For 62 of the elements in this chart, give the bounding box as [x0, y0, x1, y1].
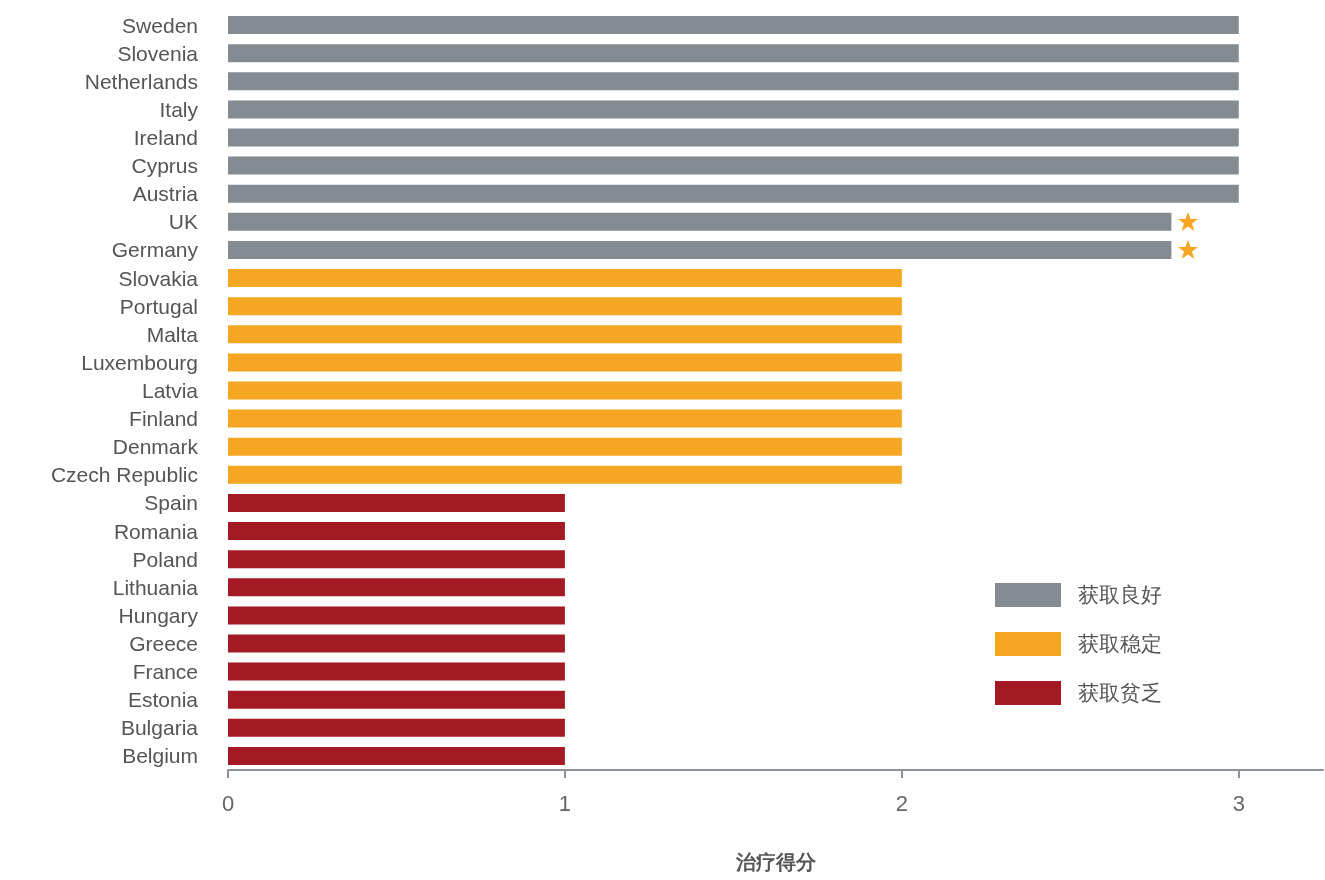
y-tick-label: Estonia [127, 688, 199, 712]
bar [228, 409, 902, 428]
bar [228, 240, 1172, 259]
y-tick-label: Austria [132, 182, 199, 206]
bar [228, 465, 902, 484]
bar [228, 746, 565, 765]
bar [228, 578, 565, 597]
bar [228, 44, 1239, 63]
y-tick-label: Slovenia [117, 41, 199, 65]
bar [228, 128, 1239, 147]
x-tick-label: 1 [558, 790, 572, 816]
legend-label: 获取良好 [1078, 583, 1162, 607]
bar [228, 381, 902, 400]
bar [228, 184, 1239, 203]
y-tick-label: Portugal [119, 294, 198, 318]
bar [228, 690, 565, 709]
bar [228, 16, 1239, 35]
y-tick-label: Denmark [112, 435, 199, 459]
y-tick-label: Bulgaria [120, 716, 199, 740]
bar [228, 634, 565, 653]
y-tick-label: Poland [132, 547, 198, 571]
y-tick-label: France [132, 660, 198, 684]
y-tick-label: Netherlands [84, 69, 198, 93]
bar [228, 325, 902, 344]
legend-label: 获取贫乏 [1078, 681, 1162, 705]
y-tick-label: Malta [146, 322, 199, 346]
x-axis-title: 治疗得分 [734, 850, 817, 874]
y-tick-label: UK [168, 210, 198, 234]
bar [228, 269, 902, 288]
y-tick-label: Lithuania [112, 575, 199, 599]
y-tick-label: Germany [111, 238, 199, 262]
x-tick-label: 3 [1232, 790, 1245, 816]
bar [228, 662, 565, 681]
y-tick-label: Romania [113, 519, 199, 543]
bar [228, 718, 565, 737]
bar [228, 550, 565, 569]
bar [228, 353, 902, 372]
y-tick-label: Cyprus [131, 154, 198, 178]
x-tick-label: 2 [895, 790, 908, 816]
y-tick-label: Italy [159, 97, 199, 121]
y-tick-label: Latvia [141, 379, 199, 402]
legend-label: 获取稳定 [1078, 632, 1162, 656]
bar [228, 297, 902, 316]
y-tick-label: Ireland [133, 126, 198, 149]
bar [228, 522, 565, 541]
y-tick-label: Spain [144, 491, 198, 515]
bar [228, 72, 1239, 91]
y-tick-label: Belgium [122, 744, 198, 768]
y-tick-label: Greece [129, 632, 198, 655]
y-tick-label: Finland [129, 407, 198, 431]
bar [228, 212, 1172, 231]
y-tick-label: Slovakia [118, 266, 199, 290]
bar [228, 493, 565, 512]
bar [228, 156, 1239, 175]
x-tick-label: 0 [221, 790, 235, 816]
bar [228, 606, 565, 625]
y-tick-label: Czech Republic [50, 463, 198, 487]
y-tick-label: Sweden [122, 13, 198, 37]
bar [228, 437, 902, 456]
bar [228, 100, 1239, 119]
y-tick-label: Luxembourg [81, 350, 198, 374]
y-tick-label: Hungary [118, 603, 199, 627]
